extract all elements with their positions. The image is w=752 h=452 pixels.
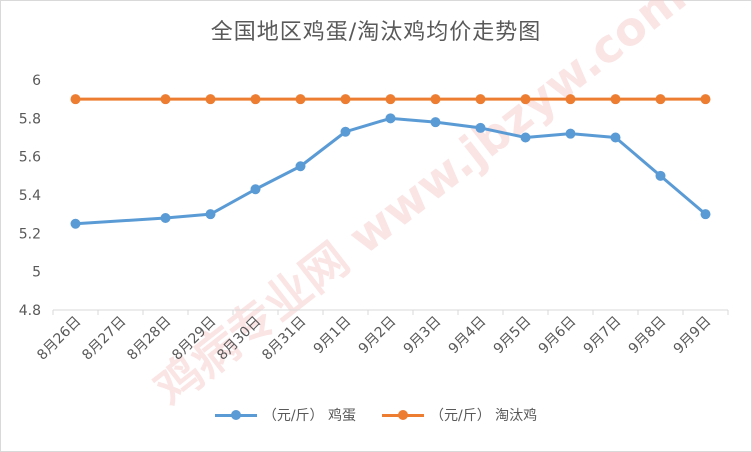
x-tick-label: 8月26日 — [34, 314, 84, 364]
legend-swatch — [214, 408, 257, 422]
y-tick-label: 4.8 — [19, 303, 41, 319]
data-point — [520, 94, 531, 105]
x-tick-label: 8月27日 — [79, 314, 129, 364]
data-point — [340, 126, 351, 137]
data-point — [70, 218, 81, 229]
data-point — [250, 184, 261, 195]
data-point — [700, 94, 711, 105]
data-point — [610, 94, 621, 105]
data-point — [475, 94, 486, 105]
x-tick-label: 9月6日 — [536, 314, 580, 358]
y-tick-label: 5.6 — [19, 150, 41, 166]
x-tick-label: 9月8日 — [626, 314, 670, 358]
data-point — [610, 132, 621, 143]
data-point — [655, 94, 666, 105]
data-point — [700, 209, 711, 220]
data-point — [430, 94, 441, 105]
x-tick-label: 9月5日 — [491, 314, 535, 358]
data-point — [295, 161, 306, 172]
legend-label: （元/斤） 淘汰鸡 — [430, 408, 538, 424]
data-point — [205, 209, 216, 220]
legend-swatch — [382, 408, 424, 422]
x-tick-label: 9月3日 — [401, 314, 445, 358]
y-tick-label: 5 — [32, 265, 41, 281]
data-point — [340, 94, 351, 105]
data-point — [385, 113, 396, 124]
data-point — [160, 213, 171, 223]
x-tick-label: 9月2日 — [356, 314, 400, 358]
y-tick-label: 5.2 — [19, 226, 41, 242]
data-point — [430, 117, 441, 128]
data-point — [565, 128, 576, 139]
y-tick-label: 5.8 — [19, 111, 41, 127]
legend-item-0: （元/斤） 鸡蛋 — [214, 405, 356, 425]
data-point — [205, 94, 216, 105]
chart-title: 全国地区鸡蛋/淘汰鸡均价走势图 — [210, 20, 542, 45]
data-point — [250, 94, 261, 105]
data-point — [295, 94, 306, 105]
chart-legend: （元/斤） 鸡蛋 （元/斤） 淘汰鸡 — [0, 405, 752, 425]
y-tick-label: 6 — [32, 73, 41, 89]
x-tick-label: 9月7日 — [581, 314, 625, 358]
x-tick-label: 9月1日 — [311, 314, 355, 358]
data-point — [385, 94, 396, 105]
y-tick-label: 5.4 — [19, 188, 41, 204]
series-line-0 — [75, 116, 707, 226]
data-point — [655, 170, 666, 181]
x-tick-label: 9月9日 — [671, 314, 715, 358]
data-point — [475, 122, 486, 133]
x-tick-label: 9月4日 — [446, 314, 490, 358]
data-point — [160, 94, 171, 105]
legend-item-1: （元/斤） 淘汰鸡 — [382, 405, 537, 425]
data-point — [70, 94, 81, 105]
data-point — [520, 132, 531, 143]
data-point — [565, 94, 576, 105]
legend-label: （元/斤） 鸡蛋 — [262, 408, 356, 424]
